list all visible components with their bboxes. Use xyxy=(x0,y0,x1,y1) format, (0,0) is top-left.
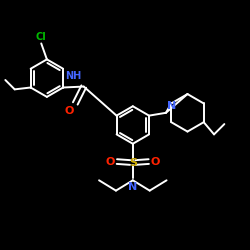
Text: O: O xyxy=(64,106,74,116)
Text: Cl: Cl xyxy=(36,32,46,42)
Text: N: N xyxy=(167,101,176,111)
Text: O: O xyxy=(150,156,160,166)
Text: N: N xyxy=(128,182,138,192)
Text: NH: NH xyxy=(65,71,82,81)
Text: S: S xyxy=(129,158,137,168)
Text: O: O xyxy=(106,156,115,166)
